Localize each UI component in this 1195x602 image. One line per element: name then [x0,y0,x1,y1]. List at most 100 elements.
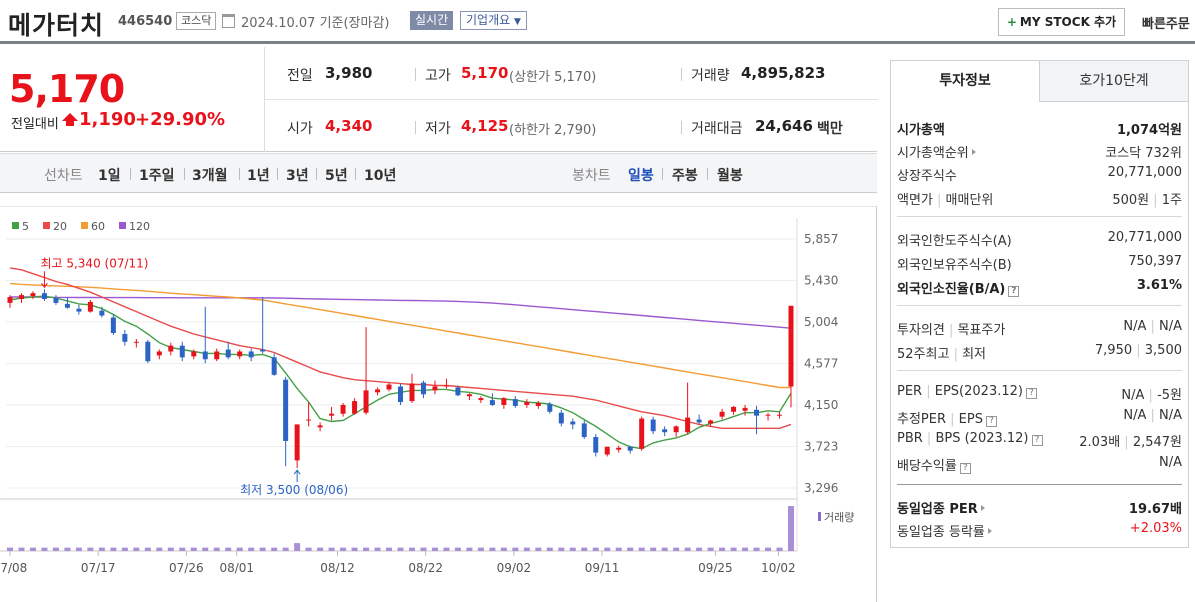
x-tick-label: 08/22 [408,561,443,575]
volume-bar [466,547,473,551]
volume-bar [179,547,186,551]
period-3m[interactable]: 3개월 [192,168,228,184]
candle-body [547,403,553,412]
ma5-line [9,295,792,450]
info-row-opinion: 투자의견 | 목표주가 N/A | N/A [897,319,1182,338]
candle-body [53,298,59,303]
volume-bar [512,547,519,551]
tab-quote-10[interactable]: 호가10단계 [1040,61,1188,102]
volume-bar [684,547,691,551]
period-5y[interactable]: 5년 [325,168,348,184]
w52-high-label: 52주최고 [897,347,950,362]
info-row-shares: 상장주식수 20,771,000 [897,163,1182,185]
candle-monthly[interactable]: 월봉 [717,168,743,184]
volume-bar [271,547,278,551]
volume-label: 거래량 [691,68,730,84]
x-tick-label: 09/25 [698,561,733,575]
x-tick-label: 08/12 [320,561,355,575]
period-1d[interactable]: 1일 [98,168,121,184]
sector-per-value: 19.67배 [1128,502,1182,517]
y-tick-label: 3,723 [804,439,838,453]
volume-bar [454,547,461,551]
candle-body [214,351,220,360]
candle-body [237,351,243,357]
period-1y[interactable]: 1년 [247,168,270,184]
stock-code: 446540 [118,14,173,29]
volume-bar [248,547,255,551]
candle-body [329,413,335,416]
volume-bar [776,547,783,551]
high-annotation: 최고 5,340 (07/11) [40,256,148,270]
info-row-sector-rate[interactable]: 동일업종 등락률 +2.03% [897,519,1182,541]
candle-body [168,345,174,352]
my-stock-add-button[interactable]: + MY STOCK 추가 [998,8,1125,36]
candle-weekly[interactable]: 주봉 [672,168,698,184]
chart-canvas[interactable]: 5 20 60 120 5,857 5,430 5,004 4,577 4,150 3,723 3… [0,205,877,602]
info-row-sector-per[interactable]: 동일업종 PER 19.67배 [897,496,1182,518]
line-chart-label[interactable]: 선차트 [44,168,83,184]
target-label: 목표주가 [957,323,1006,338]
face-label: 액면가 [897,193,933,208]
volume-bar [64,547,71,551]
candle-body [248,351,254,358]
divider [681,68,682,81]
quick-order-button[interactable]: 빠른주문 [1142,17,1190,32]
candle-body [742,407,748,411]
period-10y[interactable]: 10년 [364,168,397,184]
candle-daily[interactable]: 일봉 [628,168,654,184]
x-tick-label: 09/11 [585,561,620,575]
ma120-line [10,296,792,329]
help-icon[interactable]: ? [1008,286,1020,297]
candle-body [225,349,231,358]
volume-bar [190,547,197,551]
candle-body [386,384,392,390]
volume-bar [696,547,703,551]
help-icon[interactable]: ? [959,463,971,474]
period-1w[interactable]: 1주일 [139,168,175,184]
dividend-value: N/A [1159,455,1182,470]
est-eps-label: EPS [958,412,983,427]
candles [7,289,794,469]
price-chart[interactable]: 5 20 60 120 5,857 5,430 5,004 4,577 4,150 3,723 3… [0,205,877,602]
foreign-rate-label: 외국인소진율(B/A) [897,282,1006,297]
volume-bar [523,547,530,551]
info-row-rank[interactable]: 시가총액순위 코스닥 732위 [897,140,1182,162]
high-value: 5,170 [461,64,509,82]
candle-body [294,424,300,461]
volume-bar [420,547,427,551]
volume-bar [477,547,484,551]
volume-bar [110,547,117,551]
foreign-hold-value: 750,397 [1128,254,1182,269]
company-info-dropdown[interactable]: 기업개요 ▼ [460,11,527,30]
help-icon[interactable]: ? [985,416,997,427]
unit-value: 1주 [1161,193,1182,208]
candle-body [512,399,518,406]
volume-bar [374,547,381,551]
realtime-button[interactable]: 실시간 [410,11,454,30]
open-value: 4,340 [325,117,373,135]
legend-swatch-20 [43,222,50,229]
stock-header: 메가터치 446540 코스닥 2024.10.07 기준(장마감) 실시간 기… [0,0,1195,44]
per-label: PER [897,384,923,399]
help-icon[interactable]: ? [1025,388,1037,399]
candle-body [122,333,128,342]
shares-label: 상장주식수 [897,169,957,184]
candle-body [145,341,151,362]
volume-bar [75,547,82,551]
tab-invest-info[interactable]: 투자정보 [891,61,1040,102]
divider [897,305,1182,306]
opinion-label: 투자의견 [897,323,945,338]
help-icon[interactable]: ? [1031,435,1043,446]
candle-body [41,293,47,299]
candle-chart-label[interactable]: 봉차트 [572,168,611,184]
volume-bar [753,547,760,551]
calendar-icon [222,14,235,28]
candle-body [352,401,358,414]
candle-body [202,351,208,360]
candle-body [662,429,668,433]
rank-label: 시가총액순위 [897,146,969,161]
period-3y[interactable]: 3년 [286,168,309,184]
candle-body [558,412,564,424]
volume-bar [443,547,450,551]
high-label: 고가 [425,68,451,84]
